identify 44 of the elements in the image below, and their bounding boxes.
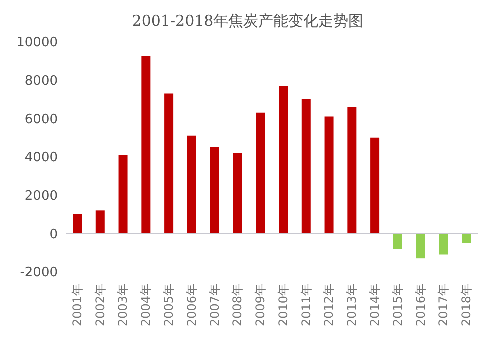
x-tick-label: 2010年 <box>276 284 290 327</box>
bar <box>279 86 288 234</box>
bar <box>416 234 426 259</box>
bar <box>439 234 448 255</box>
bar <box>233 153 242 234</box>
x-tick-label: 2007年 <box>208 284 222 327</box>
x-tick-label: 2015年 <box>390 284 405 327</box>
x-tick-label: 2017年 <box>436 284 451 327</box>
y-tick-label: 0 <box>50 227 58 242</box>
y-tick-label: 4000 <box>24 150 58 166</box>
bar <box>348 107 357 234</box>
x-tick-label: 2012年 <box>322 284 336 327</box>
bar <box>142 56 151 234</box>
x-tick-label: 2004年 <box>139 284 154 327</box>
y-tick-label: -2000 <box>20 266 58 281</box>
y-tick-label: 8000 <box>24 74 58 89</box>
bar <box>210 147 220 234</box>
y-tick-label: 2000 <box>24 188 58 204</box>
bar <box>302 100 311 234</box>
y-tick-label: 6000 <box>24 112 58 128</box>
bar <box>324 116 334 234</box>
bar <box>187 136 196 234</box>
x-tick-label: 2002年 <box>93 284 108 327</box>
bar <box>73 214 82 234</box>
bar <box>118 155 128 234</box>
chart-title: 2001-2018年焦炭产能变化走势图 <box>131 11 365 32</box>
bar <box>256 112 266 234</box>
x-tick-label: 2018年 <box>460 284 474 327</box>
x-tick-label: 2016年 <box>414 284 428 327</box>
bar <box>164 94 174 234</box>
x-tick-label: 2001年 <box>70 284 84 327</box>
x-tick-label: 2005年 <box>162 284 176 327</box>
bar <box>370 138 380 234</box>
bar <box>462 234 472 244</box>
y-tick-label: 10000 <box>16 36 58 51</box>
x-tick-label: 2008年 <box>230 284 245 327</box>
x-tick-label: 2011年 <box>299 284 314 327</box>
bar <box>393 234 402 249</box>
x-tick-label: 2013年 <box>345 284 360 327</box>
x-tick-label: 2014年 <box>368 284 382 327</box>
x-tick-label: 2009年 <box>254 284 268 327</box>
x-tick-label: 2006年 <box>184 284 199 327</box>
bar <box>96 210 105 234</box>
x-tick-label: 2003年 <box>116 284 130 327</box>
